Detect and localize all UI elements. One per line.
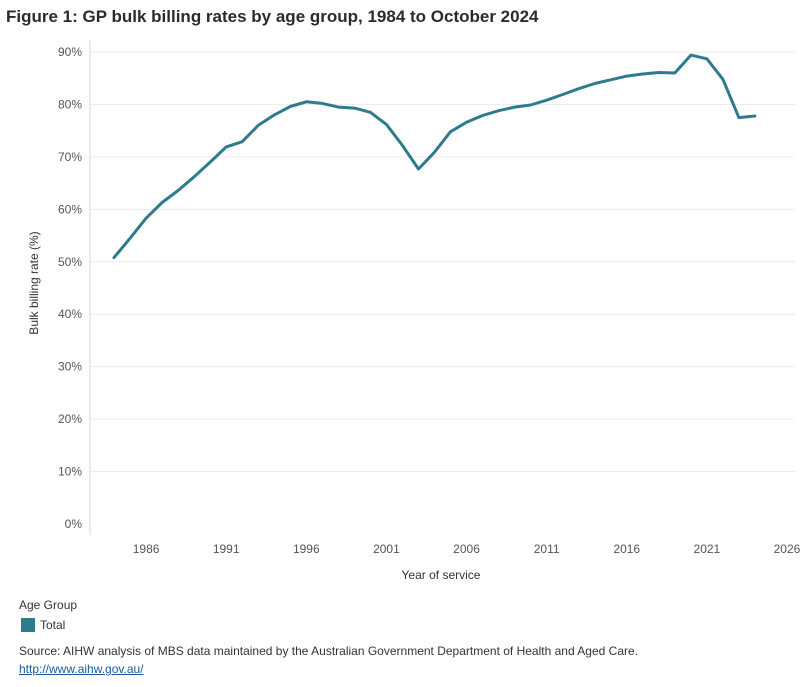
x-tick-label: 1996 bbox=[293, 542, 320, 556]
legend-title: Age Group bbox=[19, 598, 78, 612]
data-point[interactable] bbox=[286, 103, 294, 111]
data-point[interactable] bbox=[270, 111, 278, 119]
x-tick-label: 1986 bbox=[133, 542, 160, 556]
data-point[interactable] bbox=[174, 187, 182, 195]
data-point[interactable] bbox=[543, 96, 551, 104]
data-point[interactable] bbox=[302, 98, 310, 106]
data-point[interactable] bbox=[447, 128, 455, 136]
y-tick-label: 90% bbox=[58, 45, 82, 59]
y-tick-label: 20% bbox=[58, 412, 82, 426]
line-chart: 0% 10% 20% 30% 40% 50% 60% 70% 80% 90% 1986 1991 199… bbox=[27, 40, 801, 582]
data-point[interactable] bbox=[206, 158, 214, 166]
legend-item-label: Total bbox=[40, 618, 66, 632]
legend-item-total[interactable]: Total bbox=[21, 618, 65, 632]
data-point[interactable] bbox=[398, 141, 406, 149]
data-point[interactable] bbox=[254, 121, 262, 129]
data-point[interactable] bbox=[222, 143, 230, 151]
x-tick-label: 2011 bbox=[534, 542, 560, 556]
y-tick-label: 10% bbox=[58, 465, 82, 479]
y-tick-label: 60% bbox=[58, 202, 82, 216]
data-point[interactable] bbox=[559, 91, 567, 99]
series-lines bbox=[110, 51, 759, 262]
data-point[interactable] bbox=[495, 107, 503, 115]
data-point[interactable] bbox=[687, 51, 695, 59]
y-tick-label: 40% bbox=[58, 307, 82, 321]
y-tick-label: 0% bbox=[65, 517, 83, 531]
legend-swatch bbox=[21, 618, 35, 632]
data-point[interactable] bbox=[735, 114, 743, 122]
data-point[interactable] bbox=[607, 76, 615, 84]
data-point[interactable] bbox=[142, 214, 150, 222]
y-axis-label: Bulk billing rate (%) bbox=[27, 231, 41, 334]
x-axis-label: Year of service bbox=[402, 568, 481, 582]
axes: 0% 10% 20% 30% 40% 50% 60% 70% 80% 90% 1986 1991 199… bbox=[58, 40, 801, 556]
chart-title: Figure 1: GP bulk billing rates by age g… bbox=[6, 7, 539, 26]
data-point[interactable] bbox=[415, 165, 423, 173]
gridlines bbox=[90, 51, 795, 473]
data-point[interactable] bbox=[350, 104, 358, 112]
data-point[interactable] bbox=[591, 80, 599, 88]
data-point[interactable] bbox=[511, 103, 519, 111]
data-point[interactable] bbox=[238, 138, 246, 146]
x-tick-label: 2016 bbox=[613, 542, 640, 556]
data-point[interactable] bbox=[703, 55, 711, 63]
data-point[interactable] bbox=[431, 148, 439, 156]
data-point[interactable] bbox=[318, 99, 326, 107]
data-point[interactable] bbox=[158, 199, 166, 207]
data-point[interactable] bbox=[751, 112, 759, 120]
data-point[interactable] bbox=[126, 234, 134, 242]
x-tick-label: 1991 bbox=[213, 542, 240, 556]
data-point[interactable] bbox=[655, 69, 663, 77]
source-note: Source: AIHW analysis of MBS data mainta… bbox=[19, 644, 638, 658]
data-point[interactable] bbox=[190, 173, 198, 181]
y-tick-label: 50% bbox=[58, 255, 82, 269]
source-link[interactable]: http://www.aihw.gov.au/ bbox=[19, 662, 144, 676]
data-point[interactable] bbox=[382, 120, 390, 128]
data-point[interactable] bbox=[463, 118, 471, 126]
series-line-total[interactable] bbox=[112, 53, 757, 260]
data-point[interactable] bbox=[719, 75, 727, 83]
y-tick-label: 30% bbox=[58, 360, 82, 374]
data-point[interactable] bbox=[110, 254, 118, 262]
data-point[interactable] bbox=[639, 70, 647, 78]
data-point[interactable] bbox=[623, 72, 631, 80]
data-point[interactable] bbox=[575, 85, 583, 93]
x-tick-label: 2006 bbox=[453, 542, 480, 556]
data-point[interactable] bbox=[479, 112, 487, 120]
data-point[interactable] bbox=[671, 69, 679, 77]
y-tick-label: 70% bbox=[58, 150, 82, 164]
data-point[interactable] bbox=[334, 103, 342, 111]
x-tick-label: 2026 bbox=[774, 542, 801, 556]
data-point[interactable] bbox=[527, 101, 535, 109]
data-point[interactable] bbox=[366, 108, 374, 116]
x-tick-label: 2021 bbox=[694, 542, 721, 556]
x-tick-label: 2001 bbox=[373, 542, 400, 556]
y-tick-label: 80% bbox=[58, 97, 82, 111]
